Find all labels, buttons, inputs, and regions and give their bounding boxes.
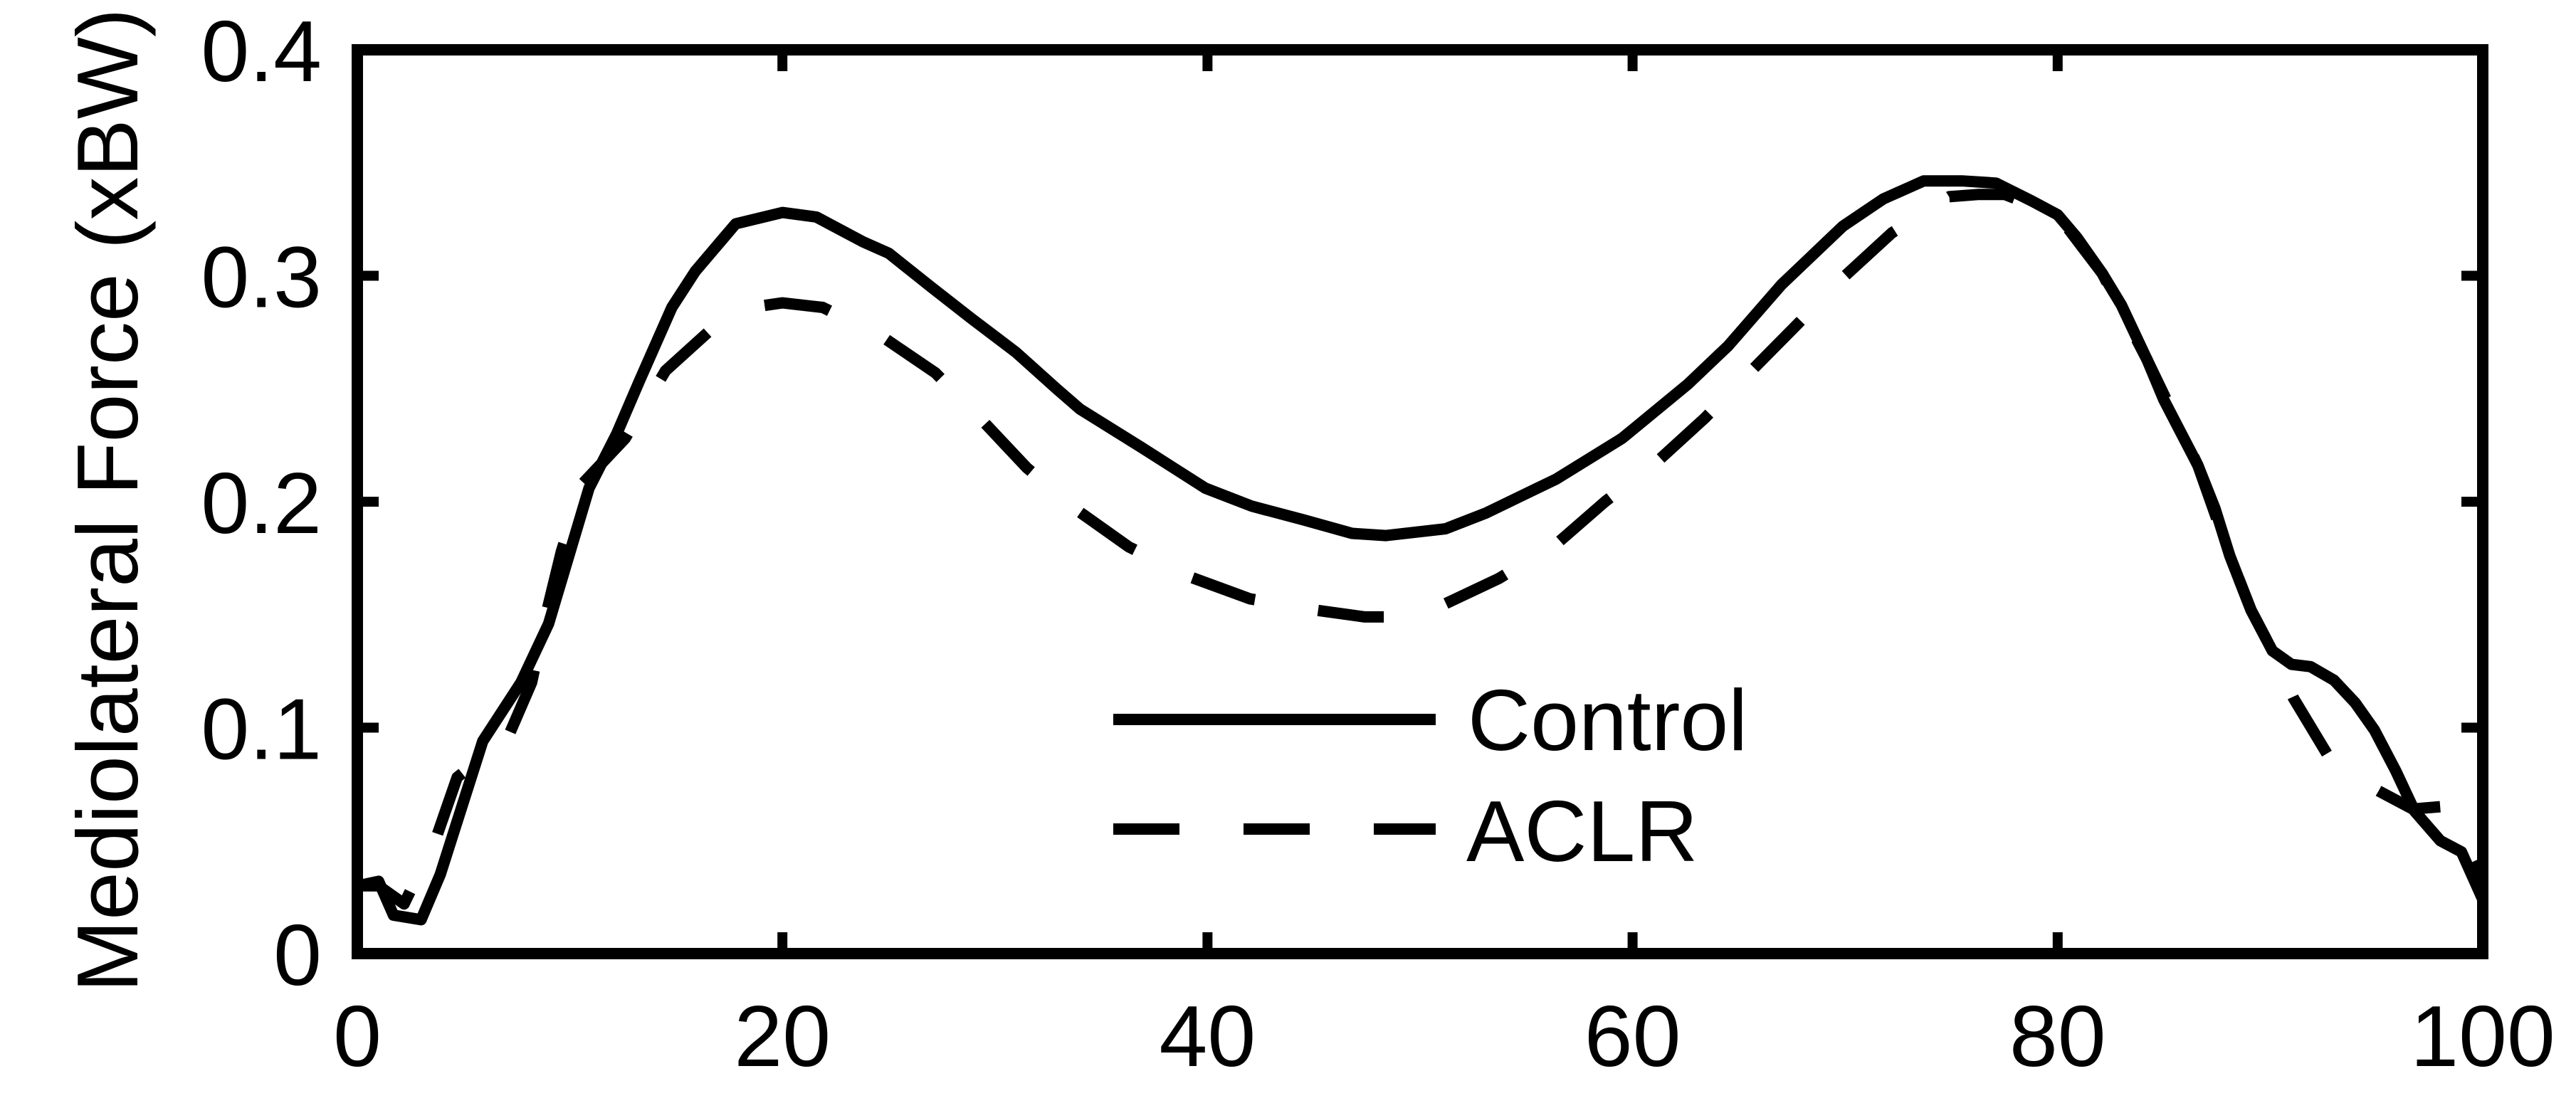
x-tick-label: 60 bbox=[1584, 988, 1681, 1085]
x-tick-label: 40 bbox=[1160, 988, 1256, 1085]
x-tick-label: 0 bbox=[333, 988, 382, 1085]
plot-frame bbox=[352, 44, 2488, 959]
series-layer bbox=[356, 175, 2488, 926]
y-tick-label: 0.3 bbox=[201, 229, 322, 326]
y-tick-label: 0.1 bbox=[201, 681, 322, 778]
series-line-aclr bbox=[357, 189, 2488, 910]
y-tick-label: 0.2 bbox=[201, 455, 322, 552]
y-axis-title: Mediolateral Force (xBW) bbox=[59, 9, 156, 993]
legend: Control ACLR bbox=[1113, 672, 1747, 880]
x-tick-label: 80 bbox=[2009, 988, 2106, 1085]
x-tick-labels: 0 20 40 60 80 100 bbox=[333, 988, 2555, 1085]
y-tick-label: 0.4 bbox=[201, 3, 322, 100]
y-tick-label: 0 bbox=[273, 907, 322, 1003]
legend-label-aclr: ACLR bbox=[1466, 783, 1698, 880]
x-tick-label: 100 bbox=[2410, 988, 2555, 1085]
tick-marks bbox=[352, 45, 2488, 959]
y-tick-labels: 0 0.1 0.2 0.3 0.4 bbox=[201, 3, 322, 1003]
x-tick-label: 20 bbox=[734, 988, 831, 1085]
legend-label-control: Control bbox=[1468, 672, 1747, 769]
series-line-control bbox=[356, 175, 2488, 926]
